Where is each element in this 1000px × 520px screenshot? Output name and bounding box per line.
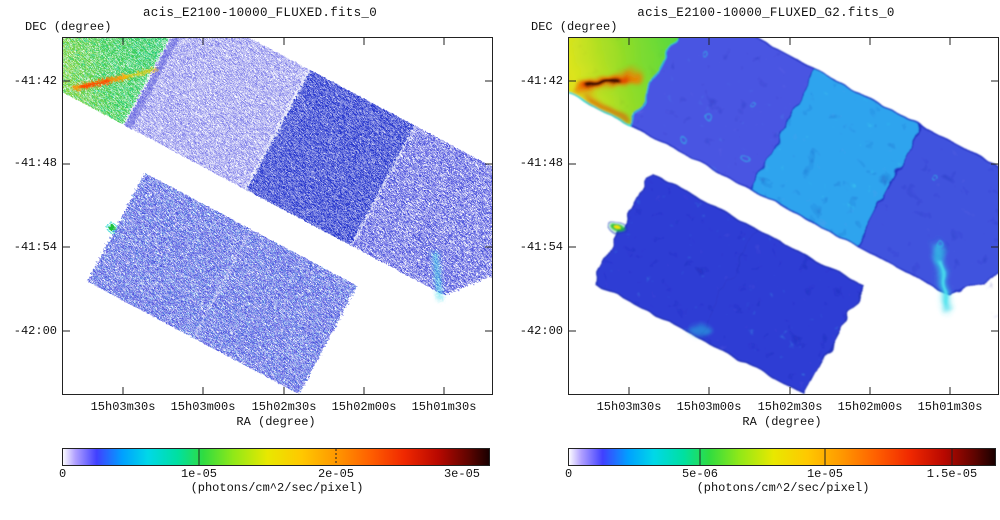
colorbar-label: 2e-05: [317, 467, 354, 481]
cyan-rings: [679, 50, 942, 247]
sky-plot-unsmoothed: [62, 37, 493, 395]
colorbar-gradient: [568, 448, 996, 466]
ccd-rect-lower: [87, 172, 357, 395]
bright-streak: [72, 67, 158, 91]
colorbar: [568, 448, 996, 466]
chip-edge-highlights: [568, 37, 677, 126]
colorbar-label: 0: [565, 467, 573, 481]
x-tick-label: 15h03m00s: [676, 400, 742, 414]
plot-title: acis_E2100-10000_FLUXED_G2.fits_0: [637, 6, 895, 20]
x-tick-label: 15h02m30s: [757, 400, 823, 414]
plot-frame: [62, 37, 493, 395]
y-axis-title: DEC (degree): [531, 20, 618, 34]
x-tick-label: 15h03m30s: [596, 400, 662, 414]
y-tick-label: -42:00: [13, 324, 57, 338]
point-source: [610, 220, 626, 236]
axis-ticks: [63, 38, 492, 394]
x-tick-label: 15h03m30s: [90, 400, 156, 414]
plot-title: acis_E2100-10000_FLUXED.fits_0: [142, 6, 378, 20]
y-tick-label: -42:00: [519, 324, 563, 338]
cyan-smudge: [689, 324, 711, 336]
colorbar-label: 1e-05: [806, 467, 843, 481]
axis-ticks: [569, 38, 998, 394]
x-tick-label: 15h01m30s: [411, 400, 477, 414]
colorbar-label: 1e-05: [180, 467, 217, 481]
cyan-plume: [432, 251, 443, 301]
y-tick-label: -41:42: [13, 74, 57, 88]
colorbar-gradient: [62, 448, 490, 466]
point-source: [106, 222, 118, 234]
colorbar-label: 3e-05: [443, 467, 480, 481]
panel-fluxed-g2: acis_E2100-10000_FLUXED_G2.fits_0 DEC (d…: [506, 0, 1000, 520]
x-tick-label: 15h02m00s: [331, 400, 397, 414]
bright-streak: [574, 70, 642, 121]
x-axis-title: RA (degree): [742, 415, 822, 429]
y-tick-label: -41:42: [519, 74, 563, 88]
colorbar: [62, 448, 490, 466]
colorbar-label: 0: [59, 467, 67, 481]
cyan-plume: [931, 241, 953, 313]
y-tick-label: -41:48: [13, 156, 57, 170]
x-tick-label: 15h03m00s: [170, 400, 236, 414]
plot-frame: [568, 37, 999, 395]
sky-plot-smoothed: [568, 37, 999, 395]
x-tick-label: 15h01m30s: [917, 400, 983, 414]
ccd-rect-lower: [592, 171, 864, 395]
panel-fluxed: acis_E2100-10000_FLUXED.fits_0 DEC (degr…: [13, 6, 493, 495]
y-tick-label: -41:54: [13, 240, 57, 254]
y-tick-label: -41:54: [519, 240, 563, 254]
x-tick-label: 15h02m30s: [251, 400, 317, 414]
sky-image-unsmoothed: [62, 37, 493, 395]
y-tick-label: -41:48: [519, 156, 563, 170]
colorbar-label: 1.5e-05: [926, 467, 978, 481]
colorbar-label: 5e-06: [681, 467, 718, 481]
x-axis-title: RA (degree): [236, 415, 316, 429]
colorbar-unit: (photons/cm^2/sec/pixel): [190, 481, 364, 495]
x-tick-label: 15h02m00s: [837, 400, 903, 414]
colorbar-unit: (photons/cm^2/sec/pixel): [696, 481, 870, 495]
y-axis-title: DEC (degree): [25, 20, 112, 34]
ccd-strip: [62, 37, 493, 296]
sky-image-smoothed: [568, 37, 999, 395]
